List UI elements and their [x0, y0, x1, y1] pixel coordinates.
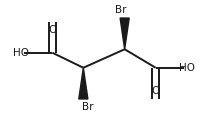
- Text: O: O: [151, 86, 160, 96]
- Text: HO: HO: [179, 63, 195, 73]
- Text: Br: Br: [115, 5, 126, 15]
- Polygon shape: [120, 18, 129, 49]
- Polygon shape: [79, 68, 88, 99]
- Text: Br: Br: [82, 102, 93, 112]
- Text: HO: HO: [13, 48, 29, 58]
- Text: O: O: [48, 25, 57, 35]
